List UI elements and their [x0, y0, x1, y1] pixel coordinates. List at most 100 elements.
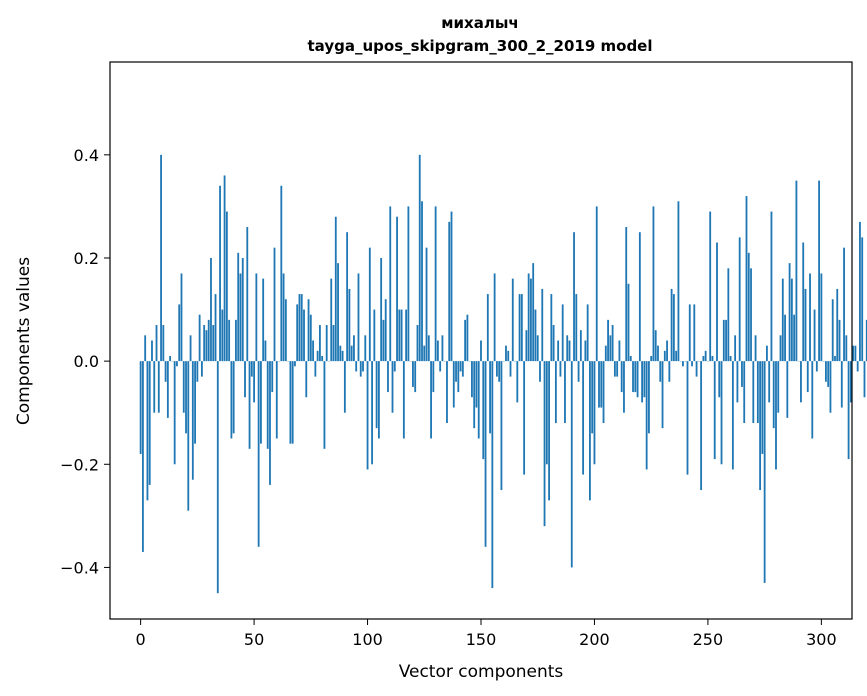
- bar-201: [595, 206, 598, 362]
- bar-158: [498, 361, 501, 382]
- bar-187: [564, 361, 566, 424]
- bar-86: [334, 216, 337, 362]
- bar-248: [702, 355, 705, 362]
- bar-223: [645, 361, 648, 470]
- bar-303: [827, 361, 830, 387]
- bar-221: [641, 361, 644, 403]
- bar-74: [307, 299, 310, 362]
- bar-47: [246, 227, 249, 362]
- bar-297: [813, 309, 816, 362]
- bar-20: [185, 361, 187, 434]
- x-tick-label-150: 150: [466, 630, 497, 649]
- bar-116: [402, 361, 405, 439]
- bar-10: [162, 325, 165, 362]
- bar-161: [505, 345, 507, 362]
- bar-57: [269, 361, 271, 485]
- bar-149: [477, 361, 480, 439]
- bar-249: [704, 350, 707, 362]
- bar-87: [337, 263, 339, 362]
- bar-50: [253, 361, 255, 403]
- bar-80: [321, 355, 324, 362]
- bar-283: [781, 278, 784, 362]
- bar-208: [611, 325, 614, 362]
- bar-196: [584, 340, 587, 362]
- bar-215: [627, 283, 630, 362]
- bar-100: [366, 361, 369, 470]
- bar-191: [573, 232, 575, 362]
- bar-113: [396, 216, 398, 362]
- bar-280: [775, 361, 777, 470]
- bar-143: [464, 319, 467, 362]
- bar-296: [811, 361, 814, 439]
- bar-93: [350, 345, 353, 362]
- bar-253: [713, 361, 716, 460]
- bar-31: [210, 257, 212, 362]
- bar-130: [434, 206, 437, 362]
- bar-171: [527, 273, 530, 362]
- bar-265: [741, 361, 743, 387]
- bar-11: [164, 361, 167, 382]
- bar-236: [675, 350, 678, 362]
- bar-317: [859, 221, 861, 362]
- bar-272: [756, 361, 759, 424]
- bar-263: [736, 361, 739, 403]
- x-axis-label: Vector components: [399, 662, 564, 682]
- bar-210: [616, 361, 619, 377]
- bar-21: [187, 361, 190, 511]
- bar-154: [489, 361, 491, 434]
- bar-55: [264, 340, 267, 362]
- bar-141: [459, 361, 462, 372]
- bar-16: [176, 361, 178, 367]
- bar-180: [548, 361, 550, 501]
- bar-275: [763, 361, 766, 583]
- bar-262: [734, 335, 737, 362]
- bars-group: [139, 154, 867, 594]
- bar-3: [146, 361, 149, 501]
- bar-105: [377, 361, 380, 439]
- bar-85: [332, 325, 335, 362]
- bar-294: [806, 361, 809, 393]
- bar-146: [471, 361, 473, 398]
- y-axis-label: Components values: [14, 257, 34, 425]
- bar-182: [552, 325, 555, 362]
- chart-title: михалыч: [441, 14, 518, 32]
- bar-209: [613, 361, 616, 377]
- bar-260: [729, 355, 732, 362]
- bar-6: [153, 361, 156, 413]
- bar-178: [543, 361, 546, 527]
- bar-257: [722, 319, 725, 362]
- bar-295: [809, 273, 811, 362]
- bar-30: [207, 319, 210, 362]
- bar-72: [303, 309, 305, 362]
- bar-219: [636, 361, 639, 398]
- bar-108: [384, 299, 387, 362]
- bar-310: [843, 247, 845, 362]
- bar-67: [291, 361, 294, 444]
- bar-140: [457, 361, 460, 393]
- bar-37: [223, 175, 226, 362]
- bar-23: [191, 361, 194, 480]
- bar-43: [237, 252, 240, 362]
- bar-312: [847, 361, 850, 460]
- bar-73: [305, 361, 308, 398]
- bar-218: [634, 361, 637, 393]
- bar-235: [672, 294, 675, 362]
- bar-259: [727, 268, 730, 362]
- bar-268: [747, 252, 750, 362]
- bar-242: [688, 304, 691, 362]
- x-axis: 0 50 100 150 200 250 300: [136, 619, 837, 649]
- bar-166: [516, 361, 519, 403]
- bar-26: [198, 314, 201, 362]
- bar-112: [393, 361, 396, 372]
- x-tick-label-100: 100: [352, 630, 383, 649]
- bar-66: [289, 361, 292, 444]
- bar-75: [309, 314, 312, 362]
- bar-5: [151, 340, 153, 362]
- bar-251: [709, 211, 712, 362]
- bar-136: [448, 221, 451, 362]
- bar-131: [436, 340, 439, 362]
- bar-125: [423, 345, 426, 362]
- bar-51: [255, 273, 258, 362]
- bar-318: [861, 237, 864, 362]
- bar-276: [766, 345, 768, 362]
